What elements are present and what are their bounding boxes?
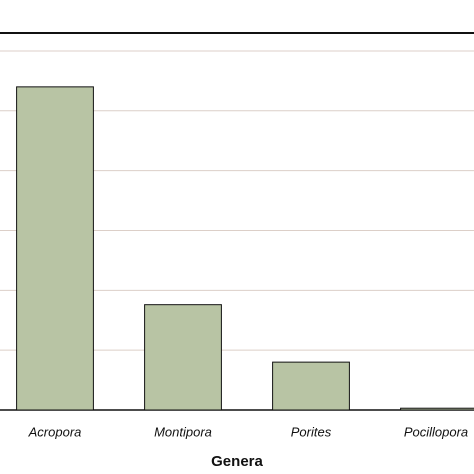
bar: [16, 86, 94, 411]
bar: [400, 407, 474, 411]
bar: [144, 304, 222, 411]
bar: [272, 361, 350, 411]
x-tick-label: Porites: [291, 424, 332, 439]
x-tick-label: Acropora: [28, 424, 82, 439]
x-axis-label: Genera: [211, 453, 263, 470]
x-tick-label: Montipora: [154, 424, 212, 439]
x-tick-label: Pocillopora: [404, 424, 468, 439]
